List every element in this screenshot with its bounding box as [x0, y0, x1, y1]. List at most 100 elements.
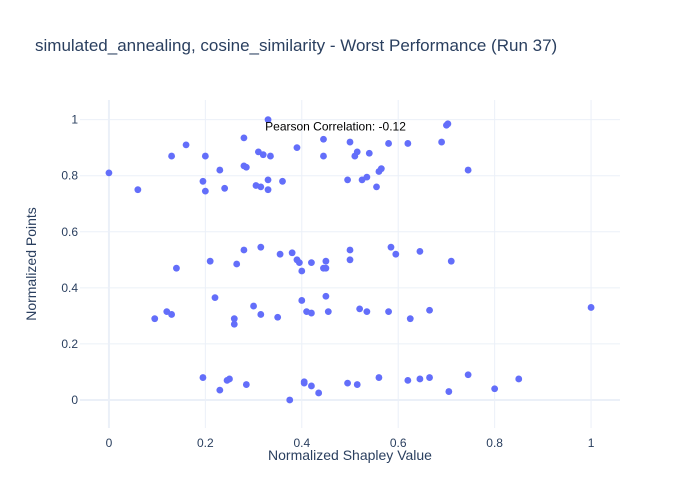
- data-point: [322, 264, 330, 272]
- data-point: [288, 249, 296, 257]
- data-point: [464, 166, 472, 174]
- y-axis-title: Normalized Points: [23, 207, 39, 321]
- data-point: [276, 250, 284, 258]
- data-point: [201, 152, 209, 160]
- data-point: [264, 176, 272, 184]
- x-tick-label: 1: [588, 436, 595, 450]
- data-point: [346, 246, 354, 254]
- axis-ticks: 0 0.2 0.4 0.6 0.8 1 0 0.2 0.4 0.6 0.8 1: [61, 113, 594, 450]
- data-point: [233, 260, 241, 268]
- data-point: [267, 152, 274, 160]
- data-point: [324, 308, 332, 316]
- data-point: [426, 306, 433, 314]
- data-point: [199, 177, 207, 185]
- data-point: [320, 152, 327, 160]
- data-point: [206, 257, 214, 265]
- data-point: [259, 151, 267, 159]
- data-point: [199, 374, 207, 381]
- y-tick-label: 0.2: [61, 337, 78, 351]
- data-point: [365, 149, 373, 157]
- data-point: [308, 259, 315, 266]
- data-point: [242, 163, 250, 171]
- y-tick-label: 1: [71, 113, 78, 127]
- data-point: [385, 308, 392, 316]
- data-point: [264, 186, 272, 194]
- data-point: [221, 184, 229, 192]
- pearson-annotation: Pearson Correlation: -0.12: [265, 120, 406, 134]
- data-point: [445, 388, 453, 395]
- data-point: [168, 152, 176, 160]
- y-tick-label: 0.4: [61, 281, 78, 295]
- data-point: [298, 267, 306, 275]
- data-point: [587, 304, 595, 311]
- data-point: [385, 140, 392, 147]
- x-axis-title: Normalized Shapley Value: [268, 447, 432, 463]
- data-point: [240, 134, 248, 142]
- data-point: [182, 141, 190, 149]
- data-point: [242, 381, 250, 388]
- data-point: [363, 173, 371, 181]
- data-point: [322, 257, 330, 265]
- data-point: [105, 169, 113, 177]
- data-point: [322, 292, 330, 300]
- plot-background: [80, 100, 620, 428]
- data-point: [298, 297, 306, 304]
- data-point: [216, 386, 224, 394]
- data-point: [387, 243, 395, 251]
- data-point: [230, 320, 238, 328]
- data-point: [295, 259, 303, 266]
- data-point: [515, 375, 523, 383]
- grid-lines: [80, 100, 620, 428]
- x-tick-label: 0: [106, 436, 113, 450]
- data-point: [257, 183, 265, 191]
- data-point: [363, 308, 371, 316]
- y-tick-label: 0.6: [61, 225, 78, 239]
- data-point: [346, 138, 354, 146]
- data-point: [151, 315, 159, 323]
- data-point: [416, 247, 424, 255]
- data-point: [308, 309, 315, 317]
- data-point: [375, 374, 383, 381]
- data-point: [173, 264, 180, 272]
- data-point: [201, 187, 209, 195]
- data-point: [491, 385, 499, 393]
- data-point: [344, 379, 351, 387]
- data-point: [308, 382, 315, 390]
- data-point: [377, 165, 385, 173]
- data-point: [353, 381, 361, 388]
- data-point: [300, 379, 308, 387]
- data-point: [286, 396, 294, 404]
- data-point: [264, 116, 272, 124]
- data-point: [226, 375, 233, 383]
- x-tick-label: 0.4: [293, 436, 310, 450]
- data-point: [426, 374, 433, 381]
- data-point: [211, 294, 219, 302]
- data-point: [356, 305, 364, 313]
- data-point: [320, 135, 327, 143]
- data-point: [216, 166, 224, 174]
- data-point: [168, 311, 176, 318]
- data-point: [346, 256, 354, 264]
- data-point: [240, 246, 248, 254]
- data-points: [105, 116, 595, 404]
- data-point: [444, 120, 452, 128]
- data-point: [353, 148, 361, 156]
- data-point: [438, 138, 446, 146]
- data-point: [274, 313, 282, 321]
- data-point: [257, 311, 265, 318]
- data-point: [279, 177, 286, 185]
- y-tick-label: 0.8: [61, 169, 78, 183]
- data-point: [406, 315, 414, 323]
- x-tick-label: 0.6: [390, 436, 407, 450]
- x-tick-label: 0.8: [486, 436, 503, 450]
- y-tick-label: 0: [71, 393, 78, 407]
- data-point: [134, 186, 142, 194]
- chart-title: simulated_annealing, cosine_similarity -…: [35, 36, 557, 55]
- data-point: [464, 371, 472, 379]
- data-point: [315, 389, 323, 397]
- data-point: [373, 183, 380, 191]
- data-point: [257, 243, 265, 251]
- data-point: [293, 144, 301, 152]
- data-point: [416, 375, 424, 383]
